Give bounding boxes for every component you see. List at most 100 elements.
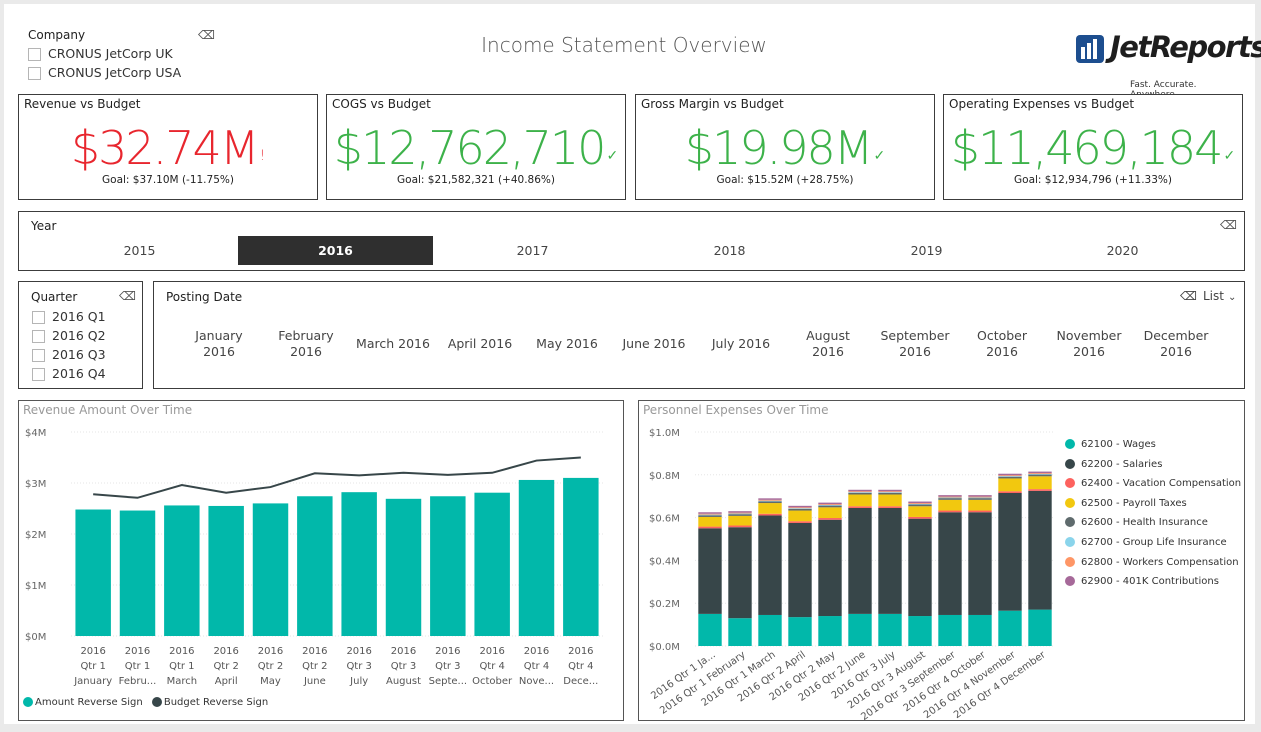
kpi-goal: Goal: $37.10M (-11.75%) — [102, 174, 234, 186]
month-item[interactable]: August 2016 — [785, 328, 871, 360]
page-title: Income Statement Overview — [481, 33, 767, 57]
company-slicer-title: Company — [28, 28, 86, 42]
x-tick-label: October — [472, 676, 513, 687]
stacked-bar-segment — [758, 614, 782, 646]
eraser-icon[interactable]: ⌫ — [119, 289, 136, 303]
stacked-bar-segment — [758, 500, 782, 502]
kpi-value-text: $11,469,184 — [950, 121, 1224, 175]
month-item[interactable]: March 2016 — [350, 336, 436, 352]
year-item[interactable]: 2017 — [516, 243, 549, 258]
quarter-option[interactable]: 2016 Q3 — [32, 345, 106, 364]
stacked-bar-segment — [968, 510, 992, 513]
stacked-bar-segment — [968, 512, 992, 615]
quarter-option[interactable]: 2016 Q1 — [32, 307, 106, 326]
stacked-bar-segment — [728, 525, 752, 528]
month-item-label: February — [278, 328, 334, 343]
company-option[interactable]: CRONUS JetCorp USA — [28, 63, 218, 82]
stacked-bar-segment — [1028, 471, 1052, 474]
quarter-option-label: 2016 Q2 — [52, 328, 106, 343]
legend-item: 62700 - Group Life Insurance — [1065, 533, 1241, 553]
legend-item: 62100 - Wages — [1065, 435, 1241, 455]
x-tick-label: Febru... — [119, 676, 157, 687]
y-tick-label: $1.0M — [649, 428, 680, 439]
stacked-bar-segment — [998, 610, 1022, 646]
month-item[interactable]: October 2016 — [959, 328, 1045, 360]
x-tick-label: Qtr 1 — [125, 661, 150, 672]
quarter-option-label: 2016 Q3 — [52, 347, 106, 362]
legend-marker — [1065, 497, 1075, 508]
month-item[interactable]: November 2016 — [1046, 328, 1132, 360]
stacked-bar-segment — [968, 495, 992, 497]
stacked-bar-segment — [848, 613, 872, 646]
x-tick-label: Qtr 4 — [524, 661, 549, 672]
stacked-bar-segment — [698, 613, 722, 646]
stacked-bar-segment — [998, 478, 1022, 492]
stacked-bar-segment — [938, 510, 962, 513]
x-tick-label: Qtr 3 — [435, 661, 460, 672]
x-tick-label: January — [73, 676, 112, 687]
stacked-bar-segment — [908, 506, 932, 517]
stacked-bar-segment — [878, 489, 902, 492]
checkbox[interactable] — [32, 330, 45, 343]
month-item[interactable]: December 2016 — [1133, 328, 1219, 360]
legend-marker — [1065, 478, 1075, 489]
year-item[interactable]: 2020 — [1106, 243, 1139, 258]
company-option[interactable]: CRONUS JetCorp UK — [28, 44, 218, 63]
month-item-label: 2016 — [1160, 344, 1192, 359]
stacked-bar-segment — [878, 492, 902, 493]
year-item[interactable]: 2019 — [910, 243, 943, 258]
month-item-label: August — [806, 328, 850, 343]
stacked-bar-segment — [818, 502, 842, 505]
stacked-bar-segment — [1028, 489, 1052, 491]
month-item[interactable]: July 2016 — [698, 336, 784, 352]
company-option-label: CRONUS JetCorp UK — [48, 46, 173, 61]
x-tick-label: Dece... — [563, 676, 598, 687]
legend-item: 62200 - Salaries — [1065, 455, 1241, 475]
stacked-bar-segment — [848, 506, 872, 508]
month-item-label: July 2016 — [711, 336, 771, 351]
year-item-selected[interactable]: 2016 — [238, 236, 433, 265]
eraser-icon[interactable]: ⌫ — [1220, 218, 1237, 232]
month-item[interactable]: June 2016 — [611, 336, 697, 352]
stacked-bar-segment — [908, 516, 932, 519]
month-item[interactable]: January 2016 — [176, 328, 262, 360]
year-item[interactable]: 2018 — [713, 243, 746, 258]
x-tick-label: July — [349, 676, 368, 687]
y-tick-label: $0.8M — [649, 471, 680, 482]
stacked-bar-segment — [938, 495, 962, 497]
legend-label: 62200 - Salaries — [1081, 458, 1163, 470]
list-mode-dropdown[interactable]: ⌫ List ⌄ — [1180, 289, 1236, 303]
year-item[interactable]: 2015 — [123, 243, 156, 258]
checkbox[interactable] — [28, 48, 41, 61]
stacked-bar-segment — [698, 513, 722, 515]
eraser-icon[interactable]: ⌫ — [1180, 289, 1197, 303]
jetreports-logo: JetReports Fast. Accurate. Anywhere. — [1072, 30, 1261, 100]
quarter-option[interactable]: 2016 Q2 — [32, 326, 106, 345]
stacked-bar-segment — [938, 499, 962, 511]
eraser-icon[interactable]: ⌫ — [198, 28, 215, 42]
month-item-label: May 2016 — [536, 336, 598, 351]
checkbox[interactable] — [32, 368, 45, 381]
month-item[interactable]: May 2016 — [524, 336, 610, 352]
kpi-value: $12,762,710 ✓ — [327, 121, 625, 175]
checkbox[interactable] — [32, 311, 45, 324]
stacked-bar-segment — [788, 508, 812, 509]
stacked-bar-segment — [848, 494, 872, 507]
x-tick-label: March — [167, 676, 197, 687]
y-tick-label: $4M — [25, 428, 46, 439]
month-item[interactable]: September 2016 — [872, 328, 958, 360]
stacked-bar-segment — [758, 498, 782, 500]
checkbox[interactable] — [28, 67, 41, 80]
quarter-option[interactable]: 2016 Q4 — [32, 364, 106, 383]
month-item[interactable]: February 2016 — [263, 328, 349, 360]
stacked-bar-segment — [968, 497, 992, 499]
y-tick-label: $0.4M — [649, 556, 680, 567]
stacked-bar-segment — [1028, 473, 1052, 475]
bar — [119, 510, 156, 636]
stacked-bar-segment — [818, 505, 842, 508]
bar — [164, 505, 200, 636]
checkbox[interactable] — [32, 349, 45, 362]
personnel-chart: Personnel Expenses Over Time $0.0M $0.2M $… — [638, 400, 1245, 721]
month-item[interactable]: April 2016 — [437, 336, 523, 352]
checkmark-icon: ✓ — [606, 148, 619, 164]
